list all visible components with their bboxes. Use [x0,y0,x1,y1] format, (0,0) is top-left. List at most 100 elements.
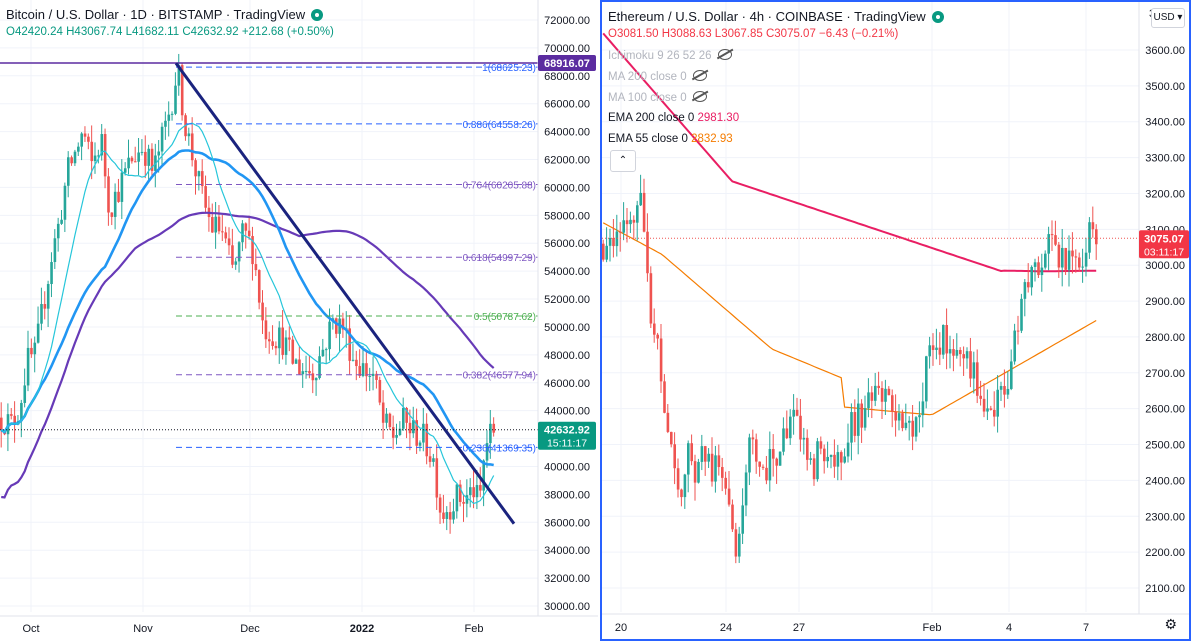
eth-candle [819,441,823,449]
btc-time-tick: Feb [465,623,484,635]
eth-ema200-line [602,32,1097,273]
btc-candle [110,212,114,217]
btc-candle [0,417,3,431]
eth-candle [1023,282,1027,299]
btc-candle [278,327,281,349]
indicator-ema55[interactable]: EMA 55 close 0 2832.93 [608,133,733,145]
btc-change: +212.68 (+0.50%) [241,26,334,38]
eth-chart-canvas[interactable]: 33600.003500.003400.003300.003200.003100… [602,2,1189,639]
hidden-eye-icon[interactable] [717,49,732,60]
eth-price-tick: 2900.00 [1145,296,1185,308]
collapse-legend-button[interactable]: ⌃ [610,150,636,172]
btc-candle [264,320,268,340]
currency-select[interactable]: USD ▾ [1151,8,1185,28]
btc-price-tick: 38000.00 [544,489,590,501]
eth-price-tick: 3200.00 [1145,188,1185,200]
eth-candle [646,231,649,274]
eth-candle [690,443,693,462]
btc-candle [103,134,107,177]
eth-candle [1074,256,1078,258]
eth-price-tick: 2700.00 [1145,368,1185,380]
fib-level-label: 0.886(64558.26) [463,120,536,131]
eth-time-tick: Feb [923,622,942,634]
eth-last-price-label: 3075.07 [1144,233,1184,245]
btc-chart-canvas[interactable]: 1(68625.23) 0.886(64558.26) 0.764(60205.88… [0,0,598,641]
eth-candle [789,416,792,439]
eth-candle [738,533,741,557]
btc-candle [194,160,197,177]
btc-price-tick: 30000.00 [544,601,590,613]
btc-candle [351,359,355,361]
btc-candle [244,223,248,231]
hidden-eye-icon[interactable] [692,91,707,102]
eth-candle [751,437,755,440]
btc-title-legend: Bitcoin / U.S. Dollar · 1D · BITSTAMP · … [6,7,324,22]
eth-candle [962,354,965,359]
eth-candle [802,437,806,440]
btc-candle [56,223,60,239]
btc-price-tick: 60000.00 [544,182,590,194]
indicator-ichimoku[interactable]: Ichimoku 9 26 52 26 [608,49,732,62]
eth-candle [921,401,925,416]
btc-candle [405,407,408,423]
eth-candle [731,504,734,530]
eth-change: −6.43 (−0.21%) [819,28,899,40]
eth-price-tick: 3500.00 [1145,81,1185,93]
btc-candle [425,423,429,457]
fib-level-label: 0.382(46577.94) [463,371,536,382]
btc-ma-long [1,211,495,499]
eth-candle [812,458,816,480]
eth-candle [792,409,795,417]
eth-candle [809,458,812,460]
btc-candle [482,460,485,491]
btc-candle [291,339,295,364]
btc-candle [33,342,37,355]
btc-candle [472,487,475,498]
btc-candle [177,65,181,86]
eth-candle [608,238,612,246]
eth-candle [836,452,840,467]
btc-candle [324,349,328,351]
indicator-ma100[interactable]: MA 100 close 0 [608,91,707,104]
btc-price-tick: 32000.00 [544,573,590,585]
indicator-ma200[interactable]: MA 200 close 0 [608,70,707,83]
eth-candle [717,455,721,468]
btc-candle [53,238,57,263]
eth-candle [707,453,710,462]
eth-candle [700,446,704,462]
btc-price-tick: 34000.00 [544,545,590,557]
btc-title: Bitcoin / U.S. Dollar · 1D · BITSTAMP · … [6,7,306,22]
btc-candle [127,157,130,169]
eth-candle [734,529,738,557]
indicator-ema200[interactable]: EMA 200 close 0 2981.30 [608,112,739,124]
eth-open: O3081.50 [608,28,659,40]
btc-candle [489,423,492,444]
btc-candle [469,487,472,496]
btc-ma-short [0,122,495,505]
eth-candle [829,454,833,457]
eth-chart-pane[interactable]: 33600.003500.003400.003300.003200.003100… [600,0,1191,641]
eth-candle [765,467,768,481]
btc-candle [63,185,67,220]
eth-candle [959,349,962,355]
eth-candle [775,458,778,466]
btc-price-tick: 48000.00 [544,350,590,362]
eth-candle [935,347,938,350]
btc-candle [187,133,191,137]
eth-candle [867,392,870,409]
btc-price-tick: 66000.00 [544,99,590,111]
eth-candle [1044,253,1047,268]
btc-time-axis [0,616,598,641]
indicator-ema55-value: 2832.93 [691,133,733,145]
btc-candle [391,427,395,438]
eth-candle [863,408,867,428]
btc-time-tick: Oct [22,623,39,635]
btc-candle [123,168,127,173]
btc-candle [190,133,194,161]
btc-price-tick: 56000.00 [544,238,590,250]
btc-candle [107,176,110,213]
hidden-eye-icon[interactable] [692,70,707,81]
settings-gear-icon[interactable]: ⚙ [1164,616,1177,632]
btc-chart-pane[interactable]: 1(68625.23) 0.886(64558.26) 0.764(60205.88… [0,0,598,641]
btc-price-tick: 58000.00 [544,210,590,222]
